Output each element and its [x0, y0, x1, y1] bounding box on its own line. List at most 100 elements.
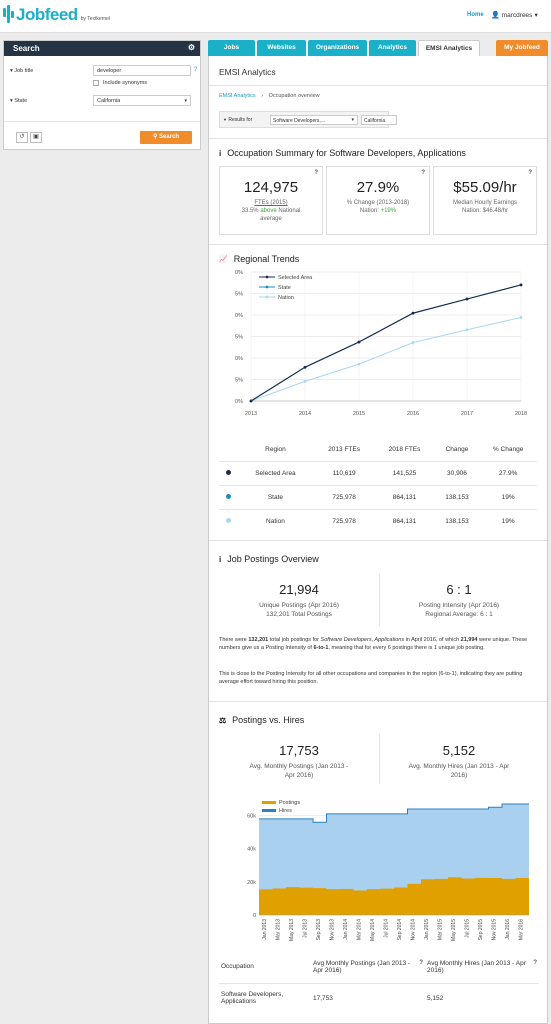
postings-paragraph-1: There were 132,201 total job postings fo… [219, 637, 528, 651]
jobfeed-logo[interactable]: Jobfeed by Textkernel [3, 3, 110, 27]
user-name: marcdrees [501, 11, 533, 19]
x-tick-label: 2016 [407, 411, 419, 417]
logo-text: Jobfeed [16, 5, 78, 24]
cell-2018: 864,131 [374, 484, 435, 509]
search-button[interactable]: ⚲ Search [140, 131, 192, 144]
include-synonyms-checkbox[interactable] [93, 80, 99, 86]
save-search-button[interactable]: ▣ [30, 132, 42, 143]
table-row: Software Developers, Applications 17,753… [219, 983, 539, 1013]
help-icon[interactable]: ? [314, 170, 318, 176]
col-occupation: Occupation [219, 951, 311, 984]
breadcrumb-current: Occupation overview [268, 93, 320, 99]
postings-vs-hires-title: ⚖ Postings vs. Hires [219, 715, 305, 725]
search-panel: Search ⚙ ▾ Job title developer ? Include… [3, 40, 201, 150]
help-icon[interactable]: ? [528, 170, 532, 176]
y-tick-label: 40k [247, 847, 256, 853]
vertical-divider [379, 574, 380, 626]
cell-region: Nation [237, 508, 314, 533]
state-select[interactable]: California ▾ [93, 95, 191, 106]
occupation-filter-value: Software Developers,... [273, 118, 325, 124]
breadcrumb-link[interactable]: EMSI Analytics [219, 93, 256, 99]
search-button-label: Search [159, 134, 180, 140]
legend-swatch [262, 809, 276, 812]
kpi-percent-change: ? 27.9% % Change (2013-2018) Nation: +19… [326, 166, 430, 235]
tab-emsi-analytics[interactable]: EMSI Analytics [418, 40, 480, 56]
y-tick-label: 5% [235, 292, 243, 298]
tab-jobs[interactable]: Jobs [208, 40, 255, 56]
info-icon: i [219, 148, 222, 158]
help-icon[interactable]: ? [533, 959, 537, 966]
tab-my-jobfeed[interactable]: My Jobfeed [496, 40, 548, 56]
reset-button[interactable]: ↺ [16, 132, 28, 143]
data-point [303, 379, 307, 383]
cell-change: 138,153 [434, 484, 480, 509]
regional-trends-title: 📈 Regional Trends [219, 254, 300, 264]
job-title-label: ▾ Job title [10, 68, 34, 74]
postings-vs-hires-chart: 0 20k 40k 60k Jan 2013 Mar 2013 May 2013 Jul 20… [247, 800, 529, 941]
postings-area [259, 877, 529, 915]
x-tick-label: Jan 2016 [505, 919, 511, 940]
cell-avg-postings: 17,753 [313, 994, 333, 1002]
logo-subtitle: by Textkernel [80, 15, 111, 22]
col-avg-postings: ? Avg Monthly Postings (Jan 2013 - Apr 20… [311, 951, 425, 984]
kpi-value: 27.9% [356, 179, 400, 196]
y-tick-label: 20k [247, 880, 256, 886]
tab-analytics[interactable]: Analytics [369, 40, 416, 56]
tab-websites[interactable]: Websites [257, 40, 306, 56]
regional-trends-chart: 0%5%0%5%0%5%0%2013 2014 2015 2016 2017 2018Se… [235, 270, 527, 417]
kpi-label: % Change (2013-2018) [346, 200, 410, 206]
logo-icon [3, 5, 14, 25]
regional-average-label: Regional Average: 6 : 1 [425, 611, 493, 618]
posting-intensity-value: 6 : 1 [446, 582, 472, 597]
tab-organizations[interactable]: Organizations [308, 40, 367, 56]
job-postings-title: i Job Postings Overview [219, 554, 319, 564]
x-tick-label: Nov 2015 [491, 919, 497, 941]
occupation-summary-title: i Occupation Summary for Software Develo… [219, 148, 466, 158]
main-tabs: Jobs Websites Organizations Analytics EM… [208, 40, 548, 56]
unique-postings-label: Unique Postings (Apr 2016) [259, 602, 339, 609]
avg-postings-label: Avg. Monthly Postings (Jan 2013 - Apr 20… [249, 763, 349, 779]
x-tick-label: Jan 2013 [262, 919, 268, 940]
y-tick-label: 0% [235, 313, 243, 319]
cell-2018: 141,525 [374, 460, 435, 485]
legend-marker [265, 295, 269, 299]
data-point [519, 283, 523, 287]
chevron-down-icon: ▾ [184, 98, 187, 104]
expand-icon: ▾ [10, 68, 13, 74]
help-icon[interactable]: ? [419, 959, 423, 966]
help-icon[interactable]: ? [421, 170, 425, 176]
user-menu[interactable]: 👤 marcdrees ▾ [491, 11, 538, 20]
kpi-value: $55.09/hr [453, 179, 517, 196]
expand-icon: ▾ [10, 98, 13, 104]
total-postings-label: 132,201 Total Postings [266, 611, 332, 618]
x-tick-label: Jul 2014 [383, 919, 389, 938]
col-change: Change [445, 446, 469, 454]
scale-icon: ⚖ [219, 715, 227, 725]
series-line-selected-area [250, 284, 522, 402]
col-2018-ftes: 2018 FTEs [388, 446, 421, 454]
vertical-divider [379, 734, 380, 784]
home-link[interactable]: Home [467, 12, 484, 18]
table-header-row: Region 2013 FTEs 2018 FTEs Change % Chan… [219, 439, 537, 461]
top-bar: Jobfeed by Textkernel Home 👤 marcdrees ▾ [0, 0, 551, 33]
legend-label: Hires [279, 808, 292, 814]
x-tick-label: Mar 2015 [437, 919, 443, 940]
occupation-filter-select[interactable]: Software Developers,... ▾ [270, 115, 358, 125]
posting-intensity-label: Posting Intensity (Apr 2016) [418, 602, 500, 609]
info-icon: i [219, 554, 222, 564]
job-title-input[interactable]: developer [93, 65, 191, 76]
x-tick-label: Jan 2015 [424, 919, 430, 940]
x-tick-label: 2013 [245, 411, 257, 417]
avg-hires-box: 5,152 Avg. Monthly Hires (Jan 2013 - Apr… [379, 743, 539, 780]
legend-label: Postings [279, 800, 300, 806]
kpi-label: FTEs (2015) [254, 200, 288, 206]
avg-postings-box: 17,753 Avg. Monthly Postings (Jan 2013 -… [219, 743, 379, 780]
postings-paragraph-2: This is close to the Posting Intensity f… [219, 671, 523, 685]
x-tick-label: Sep 2013 [316, 919, 322, 941]
legend-label: State [278, 285, 291, 291]
job-title-help-icon[interactable]: ? [194, 67, 198, 73]
x-tick-label: Nov 2013 [329, 919, 335, 941]
kpi-value: 124,975 [243, 179, 299, 196]
state-filter-chip[interactable]: California [361, 115, 397, 125]
gear-icon[interactable]: ⚙ [187, 43, 195, 52]
